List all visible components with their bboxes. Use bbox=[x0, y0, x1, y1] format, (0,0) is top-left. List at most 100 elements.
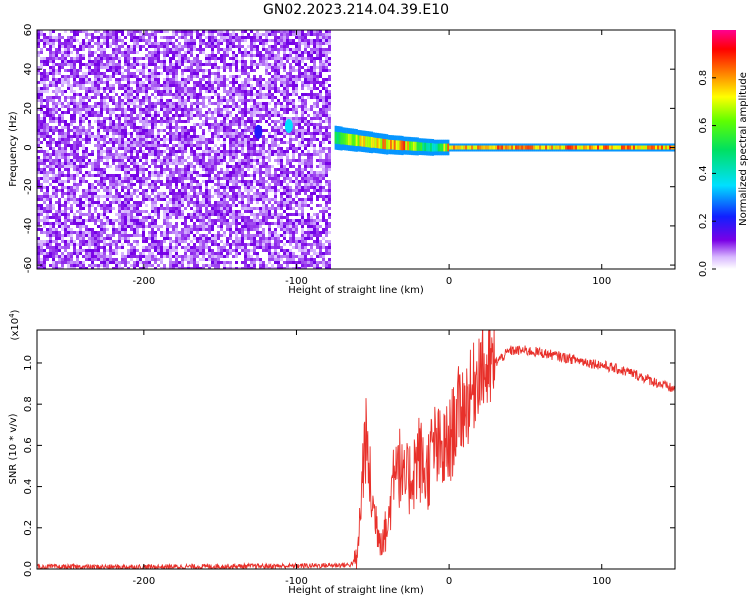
heatmap-cell bbox=[115, 267, 118, 269]
heatmap-cell bbox=[52, 168, 55, 171]
heatmap-cell bbox=[184, 222, 187, 225]
heatmap-cell bbox=[193, 228, 196, 231]
heatmap-cell bbox=[205, 42, 208, 45]
heatmap-cell bbox=[160, 180, 163, 183]
heatmap-cell bbox=[82, 243, 85, 246]
heatmap-cell bbox=[106, 57, 109, 60]
heatmap-cell bbox=[118, 57, 121, 60]
heatmap-cell bbox=[268, 45, 271, 48]
heatmap-cell bbox=[190, 183, 193, 186]
heatmap-cell bbox=[184, 150, 187, 153]
heatmap-cell bbox=[220, 99, 223, 102]
heatmap-cell bbox=[145, 135, 148, 138]
heatmap-cell bbox=[97, 114, 100, 117]
heatmap-cell bbox=[94, 165, 97, 168]
heatmap-cell bbox=[178, 201, 181, 204]
heatmap-cell bbox=[76, 69, 79, 72]
heatmap-cell bbox=[280, 102, 283, 105]
heatmap-cell bbox=[127, 102, 130, 105]
heatmap-cell bbox=[100, 72, 103, 75]
heatmap-cell bbox=[43, 258, 46, 261]
heatmap-cell bbox=[253, 69, 256, 72]
heatmap-cell bbox=[49, 249, 52, 252]
heatmap-cell bbox=[229, 63, 232, 66]
heatmap-cell bbox=[166, 186, 169, 189]
heatmap-cell bbox=[76, 60, 79, 63]
heatmap-cell bbox=[172, 201, 175, 204]
heatmap-cell bbox=[253, 174, 256, 177]
heatmap-cell bbox=[235, 150, 238, 153]
heatmap-cell bbox=[139, 135, 142, 138]
heatmap-cell bbox=[70, 99, 73, 102]
heatmap-cell bbox=[55, 264, 58, 267]
heatmap-cell bbox=[121, 99, 124, 102]
heatmap-cell bbox=[205, 75, 208, 78]
heatmap-cell bbox=[196, 174, 199, 177]
heatmap-cell bbox=[67, 258, 70, 261]
heatmap-cell bbox=[103, 63, 106, 66]
heatmap-cell bbox=[46, 243, 49, 246]
heatmap-cell bbox=[55, 63, 58, 66]
heatmap-cell bbox=[169, 138, 172, 141]
heatmap-cell bbox=[160, 36, 163, 39]
heatmap-cell bbox=[178, 159, 181, 162]
heatmap-cell bbox=[106, 141, 109, 144]
heatmap-cell bbox=[268, 114, 271, 117]
heatmap-cell bbox=[211, 39, 214, 42]
heatmap-cell bbox=[118, 81, 121, 84]
heatmap-cell bbox=[229, 243, 232, 246]
heatmap-cell bbox=[274, 66, 277, 69]
heatmap-cell bbox=[169, 222, 172, 225]
heatmap-cell bbox=[133, 216, 136, 219]
heatmap-cell bbox=[106, 264, 109, 267]
heatmap-cell bbox=[52, 81, 55, 84]
heatmap-cell bbox=[187, 201, 190, 204]
heatmap-cell bbox=[94, 96, 97, 99]
heatmap-cell bbox=[205, 264, 208, 267]
heatmap-cell bbox=[274, 252, 277, 255]
heatmap-cell bbox=[172, 177, 175, 180]
heatmap-cell bbox=[40, 90, 43, 93]
heatmap-cell bbox=[76, 222, 79, 225]
heatmap-cell bbox=[202, 195, 205, 198]
heatmap-cell bbox=[130, 75, 133, 78]
heatmap-cell bbox=[64, 240, 67, 243]
heatmap-cell bbox=[238, 105, 241, 108]
heatmap-cell bbox=[103, 126, 106, 129]
heatmap-cell bbox=[49, 147, 52, 150]
heatmap-cell bbox=[43, 105, 46, 108]
heatmap-cell bbox=[187, 171, 190, 174]
heatmap-cell bbox=[268, 87, 271, 90]
heatmap-cell bbox=[196, 180, 199, 183]
heatmap-cell bbox=[136, 234, 139, 237]
heatmap-cell bbox=[130, 144, 133, 147]
heatmap-cell bbox=[49, 207, 52, 210]
heatmap-cell bbox=[94, 36, 97, 39]
heatmap-cell bbox=[217, 264, 220, 267]
heatmap-cell bbox=[274, 249, 277, 252]
heatmap-cell bbox=[37, 186, 40, 189]
heatmap-cell bbox=[202, 240, 205, 243]
heatmap-cell bbox=[157, 210, 160, 213]
heatmap-cell bbox=[52, 204, 55, 207]
heatmap-cell bbox=[184, 189, 187, 192]
heatmap-cell bbox=[175, 93, 178, 96]
heatmap-cell bbox=[151, 36, 154, 39]
heatmap-cell bbox=[43, 264, 46, 267]
heatmap-cell bbox=[124, 231, 127, 234]
heatmap-cell bbox=[175, 78, 178, 81]
heatmap-cell bbox=[244, 36, 247, 39]
heatmap-cell bbox=[97, 180, 100, 183]
heatmap-cell bbox=[181, 210, 184, 213]
heatmap-cell bbox=[244, 246, 247, 249]
heatmap-cell bbox=[268, 225, 271, 228]
heatmap-cell bbox=[148, 243, 151, 246]
heatmap-cell bbox=[169, 267, 172, 269]
heatmap-cell bbox=[244, 108, 247, 111]
heatmap-cell bbox=[238, 243, 241, 246]
heatmap-cell bbox=[226, 201, 229, 204]
heatmap-cell bbox=[94, 195, 97, 198]
heatmap-cell bbox=[106, 78, 109, 81]
heatmap-cell bbox=[139, 72, 142, 75]
heatmap-cell bbox=[187, 228, 190, 231]
